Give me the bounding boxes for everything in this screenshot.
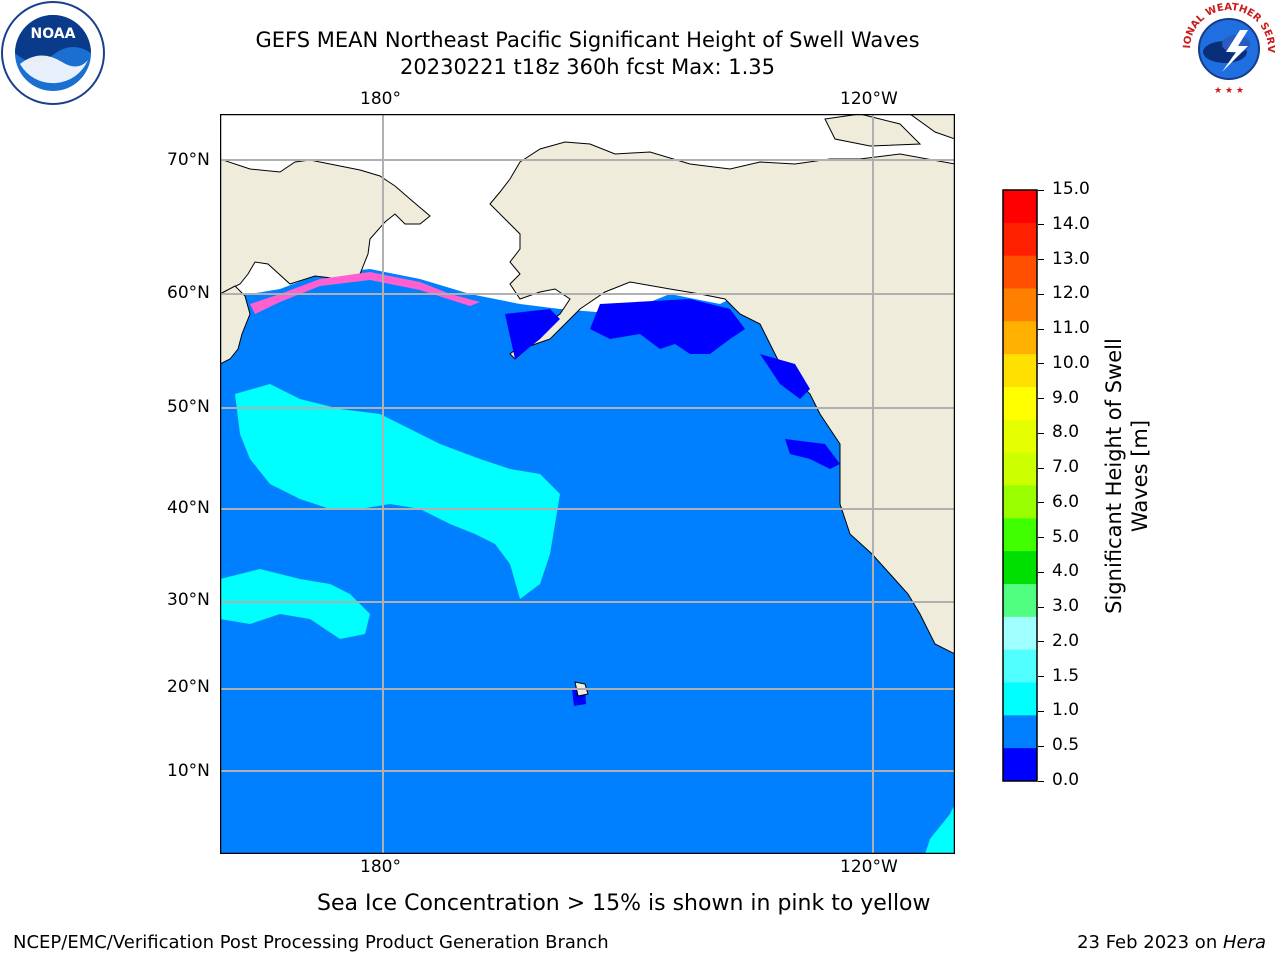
colorbar-tick-label: 0.0 [1052,770,1080,790]
colorbar-tick-mark [1038,780,1044,782]
chart-title: GEFS MEAN Northeast Pacific Significant … [255,28,920,52]
colorbar-tick-mark [1038,328,1044,330]
swell-1.0-1.5-west [235,384,560,599]
nws-logo-icon: NATIONAL WEATHER SERVICE ★ ★ ★ [1178,0,1276,96]
colorbar-segment [1003,715,1037,749]
lon-label-bottom-180: 180° [360,857,401,877]
colorbar-tick-mark [1038,502,1044,504]
colorbar-tick-label: 3.0 [1052,596,1080,617]
colorbar-tick-label: 11.0 [1052,318,1090,339]
colorbar-segment [1003,518,1037,552]
colorbar-tick-label: 4.0 [1052,561,1080,582]
colorbar-segment [1003,584,1037,618]
footer-host: Hera [1222,932,1266,953]
colorbar-tick-mark [1038,432,1044,434]
colorbar-tick-label: 12.0 [1052,283,1090,304]
colorbar-segment [1003,485,1037,519]
colorbar-tick-label: 10.0 [1052,352,1090,373]
colorbar [1002,189,1038,782]
colorbar-tick-label: 1.5 [1052,665,1080,686]
lat-label-70n: 70°N [167,150,210,170]
colorbar-tick-label: 1.0 [1052,700,1080,721]
colorbar-tick-mark [1038,641,1044,643]
lat-label-30n: 30°N [167,590,210,610]
colorbar-segment [1003,682,1037,716]
colorbar-tick-label: 14.0 [1052,213,1090,234]
colorbar-segment [1003,748,1037,782]
colorbar-tick-mark [1038,189,1044,191]
sea-ice-caption: Sea Ice Concentration > 15% is shown in … [317,891,931,916]
land-arctic-island-2 [909,114,955,140]
lat-label-50n: 50°N [167,397,210,417]
colorbar-tick-label: 8.0 [1052,422,1080,443]
swell-1.0-1.5-southeast [925,804,955,854]
chart-subtitle: 20230221 t18z 360h fcst Max: 1.35 [400,55,775,79]
colorbar-tick-label: 2.0 [1052,630,1080,651]
colorbar-tick-mark [1038,224,1044,226]
colorbar-segment [1003,452,1037,486]
colorbar-segment [1003,190,1037,224]
swell-0.0-0.5-offshore [785,439,840,469]
colorbar-tick-label: 7.0 [1052,457,1080,478]
swell-0.0-0.5-gulf-east [590,299,745,354]
colorbar-segment [1003,387,1037,421]
colorbar-label-line2: Waves [m] [1128,419,1152,533]
colorbar-tick-label: 0.5 [1052,735,1080,756]
colorbar-label: Significant Height of Swell Waves [m] [1101,316,1153,636]
land-kamchatka [220,285,251,365]
lat-label-40n: 40°N [167,498,210,518]
colorbar-tick-mark [1038,293,1044,295]
swell-1.0-1.5-southwest [220,569,370,639]
map-gridlines [220,114,955,854]
colorbar-segment [1003,255,1037,289]
colorbar-tick-label: 5.0 [1052,526,1080,547]
colorbar-tick-label: 9.0 [1052,387,1080,408]
colorbar-segment [1003,649,1037,683]
colorbar-tick-mark [1038,537,1044,539]
lat-label-20n: 20°N [167,677,210,697]
map-frame [220,114,955,854]
colorbar-tick-label: 15.0 [1052,179,1090,199]
colorbar-tick-label: 6.0 [1052,491,1080,512]
swell-height-map [220,114,955,854]
colorbar-tick-mark [1038,467,1044,469]
colorbar-tick-label: 13.0 [1052,248,1090,269]
colorbar-segment [1003,551,1037,585]
colorbar-segment [1003,354,1037,388]
lon-label-bottom-120w: 120°W [840,857,898,877]
colorbar-segment [1003,222,1037,257]
footer-date: 23 Feb 2023 on [1077,932,1223,953]
colorbar-tick-mark [1038,745,1044,747]
colorbar-tick-mark [1038,571,1044,573]
footer-left: NCEP/EMC/Verification Post Processing Pr… [13,932,609,953]
colorbar-tick-mark [1038,676,1044,678]
colorbar-segment [1003,321,1037,355]
swell-0.0-0.5-bc [760,354,810,399]
colorbar-label-line1: Significant Height of Swell [1102,338,1126,614]
colorbar-segment [1003,288,1037,322]
lat-label-10n: 10°N [167,761,210,781]
svg-text:★ ★ ★: ★ ★ ★ [1214,86,1244,96]
colorbar-tick-mark [1038,606,1044,608]
noaa-logo-icon: NOAA [1,1,105,105]
colorbar-tick-mark [1038,259,1044,261]
lon-label-top-120w: 120°W [840,89,898,109]
lon-label-top-180: 180° [360,89,401,109]
footer-right: 23 Feb 2023 on Hera [1077,932,1266,953]
noaa-logo-text: NOAA [31,26,76,42]
land-north-america [489,141,955,655]
colorbar-tick-mark [1038,398,1044,400]
colorbar-segment [1003,616,1037,651]
lat-label-60n: 60°N [167,283,210,303]
colorbar-tick-mark [1038,363,1044,365]
colorbar-segment [1003,419,1037,454]
swell-0.0-0.5-gulf [505,309,560,359]
colorbar-tick-mark [1038,710,1044,712]
